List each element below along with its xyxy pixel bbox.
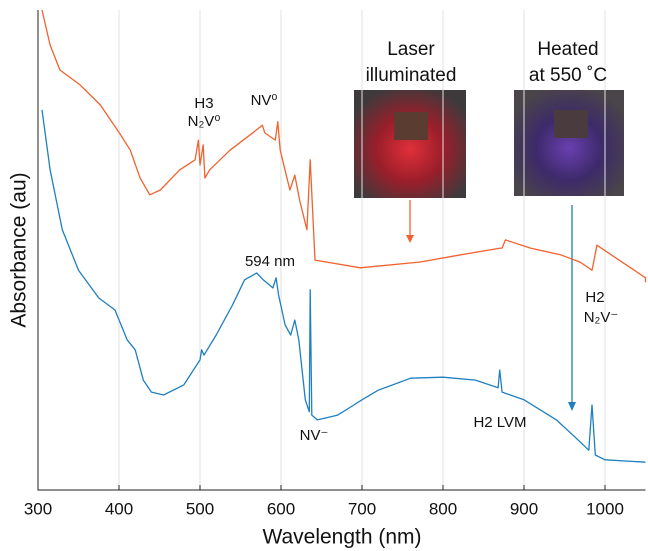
x-tick-label: 400 — [105, 499, 133, 518]
arrow-head — [568, 402, 576, 411]
x-axis-title: Wavelength (nm) — [262, 526, 421, 549]
annotation: illuminated — [366, 65, 457, 86]
photo-facet — [394, 112, 428, 140]
annotation: N₂V⁻ — [584, 309, 619, 326]
photo-heated — [514, 90, 624, 196]
x-tick-label: 300 — [24, 499, 52, 518]
x-tick-label: 700 — [348, 499, 376, 518]
annotation: H2 LVM — [473, 414, 526, 431]
x-tick-label: 800 — [429, 499, 457, 518]
annotation: 594 nm — [245, 253, 295, 270]
arrow-head — [406, 235, 414, 243]
annotation: at 550 ˚C — [529, 65, 607, 86]
x-tick-label: 900 — [510, 499, 538, 518]
spectrum-line — [41, 9, 647, 283]
annotation: Laser — [387, 39, 435, 60]
annotation: H2 — [585, 289, 604, 306]
photo-facet — [554, 110, 588, 138]
annotation: NV⁰ — [251, 92, 278, 109]
annotation: Heated — [537, 39, 598, 60]
photo-laser — [354, 90, 466, 198]
x-tick-label: 1000 — [586, 499, 624, 518]
spectrum-line — [41, 109, 646, 463]
x-tick-label: 600 — [267, 499, 295, 518]
y-axis-title: Absorbance (au) — [8, 172, 31, 327]
axis-frame — [37, 10, 646, 491]
x-tick-label: 500 — [186, 499, 214, 518]
annotation: H3 — [194, 95, 213, 112]
annotation: NV⁻ — [300, 427, 329, 444]
annotation: N₂V⁰ — [188, 113, 221, 130]
